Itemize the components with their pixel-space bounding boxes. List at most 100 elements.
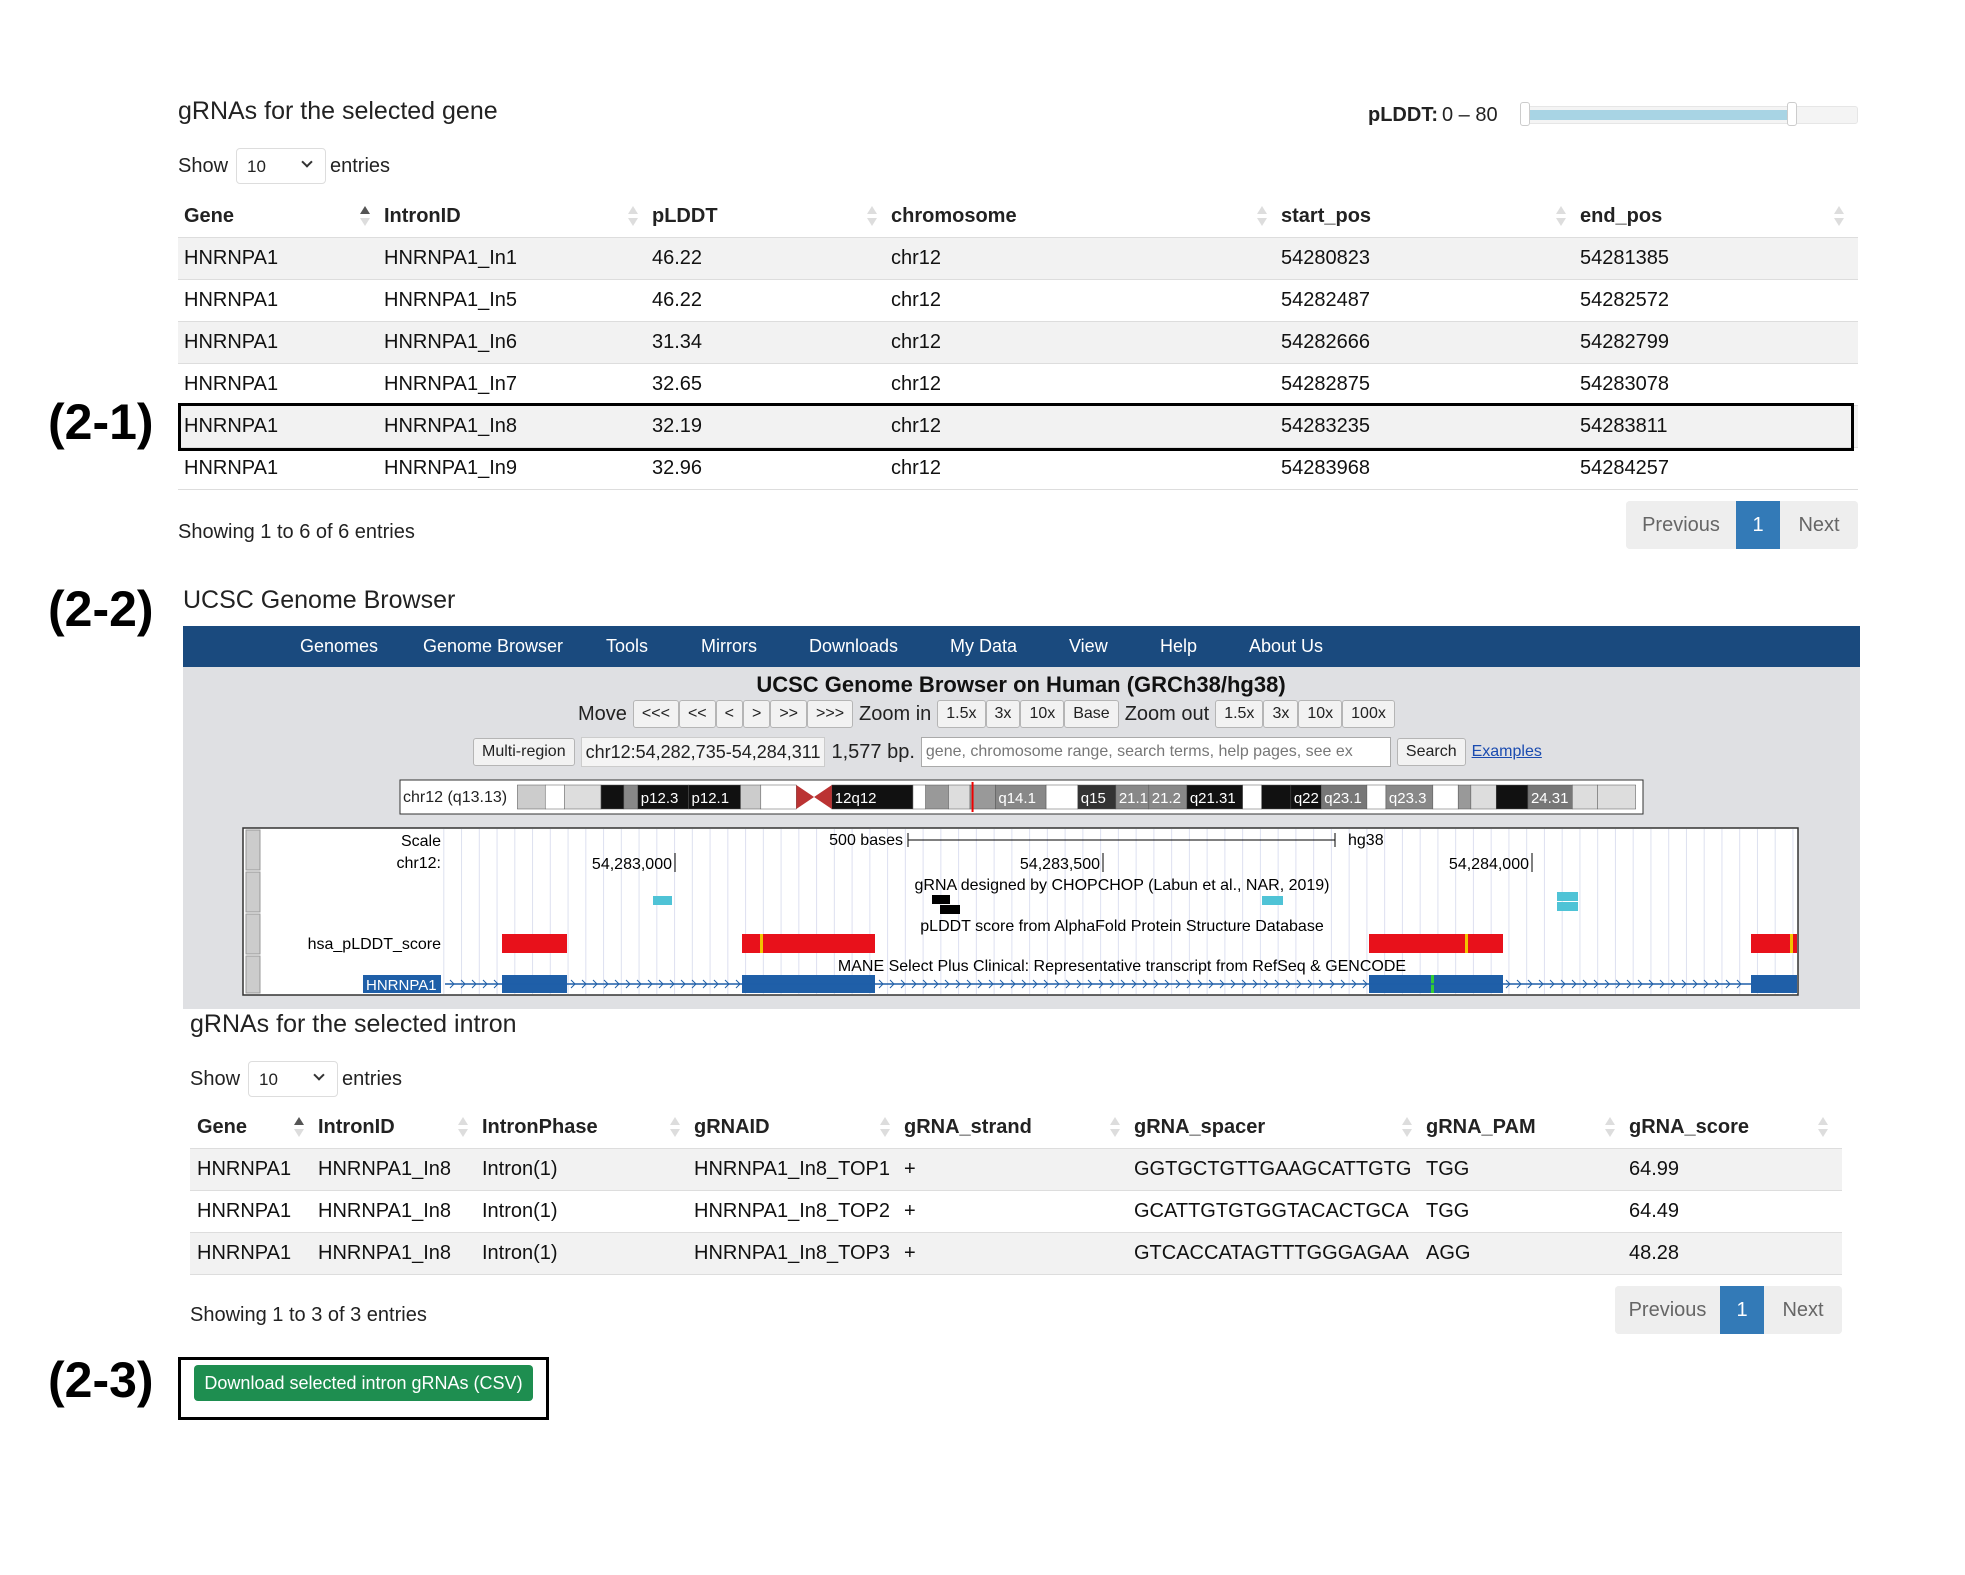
table-cell: HNRNPA1_In8 — [318, 1242, 452, 1264]
sort-up[interactable] — [1110, 1117, 1120, 1125]
page-button[interactable]: Previous — [1615, 1286, 1720, 1334]
nav-item[interactable]: Mirrors — [701, 636, 757, 656]
sort-down[interactable] — [867, 218, 877, 226]
nav-item[interactable]: My Data — [950, 636, 1018, 656]
sort-up[interactable] — [670, 1117, 680, 1125]
move-button[interactable]: > — [742, 700, 771, 728]
column-header[interactable]: gRNA_spacer — [1134, 1116, 1266, 1138]
sort-up[interactable] — [1257, 206, 1267, 214]
column-header[interactable]: end_pos — [1580, 205, 1663, 227]
table-cell: + — [904, 1158, 916, 1180]
page-button[interactable]: Next — [1780, 501, 1858, 549]
search-button[interactable]: Search — [1396, 738, 1466, 766]
sort-up[interactable] — [628, 206, 638, 214]
sort-down[interactable] — [1110, 1129, 1120, 1137]
entries-label: entries — [330, 155, 391, 177]
page-button[interactable]: Previous — [1626, 501, 1736, 549]
slider-handle[interactable] — [1520, 102, 1530, 126]
table-cell: + — [904, 1200, 916, 1222]
nav-item[interactable]: Tools — [606, 636, 649, 656]
table-row — [190, 1148, 1842, 1190]
table-cell: 54283811 — [1580, 415, 1668, 437]
page-length-value[interactable]: 10 — [259, 1070, 278, 1089]
zoom-in-button[interactable]: Base — [1064, 700, 1119, 728]
slider-fill[interactable] — [1528, 110, 1792, 120]
column-header[interactable]: IntronID — [318, 1116, 395, 1138]
page-button[interactable]: Next — [1764, 1286, 1842, 1334]
column-header[interactable]: gRNA_PAM — [1426, 1116, 1536, 1138]
download-button[interactable]: Download selected intron gRNAs (CSV) — [194, 1365, 533, 1401]
column-header[interactable]: gRNAID — [694, 1116, 770, 1138]
nav-item[interactable]: Help — [1160, 636, 1198, 656]
table-cell: + — [904, 1242, 916, 1264]
sort-up[interactable] — [360, 206, 370, 214]
sort-up[interactable] — [458, 1117, 468, 1125]
nav-item[interactable]: View — [1069, 636, 1108, 656]
title: gRNAs for the selected gene — [178, 97, 498, 125]
multi-region-button[interactable]: Multi-region — [473, 738, 575, 766]
move-button[interactable]: >> — [770, 700, 807, 728]
zoom-in-button[interactable]: 1.5x — [937, 700, 986, 728]
sort-down[interactable] — [670, 1129, 680, 1137]
sort-down[interactable] — [1402, 1129, 1412, 1137]
table-cell: HNRNPA1 — [197, 1242, 292, 1264]
table-cell: HNRNPA1 — [184, 289, 279, 311]
move-button[interactable]: <<< — [632, 700, 679, 728]
zoom-out-button[interactable]: 10x — [1298, 700, 1343, 728]
sort-down[interactable] — [458, 1129, 468, 1137]
nav-item[interactable]: Genome Browser — [423, 636, 564, 656]
sort-up[interactable] — [867, 206, 877, 214]
nav-item[interactable]: Genomes — [300, 636, 379, 656]
column-header[interactable]: gRNA_score — [1629, 1116, 1750, 1138]
sort-up[interactable] — [1556, 206, 1566, 214]
column-header[interactable]: Gene — [184, 205, 235, 227]
sort-down[interactable] — [1818, 1129, 1828, 1137]
chevron[interactable] — [313, 1069, 325, 1081]
sort-down[interactable] — [294, 1129, 304, 1137]
column-header[interactable]: start_pos — [1281, 205, 1372, 227]
zoom-out-button[interactable]: 100x — [1342, 700, 1395, 728]
search-input[interactable]: gene, chromosome range, search terms, he… — [920, 737, 1391, 767]
sort-up[interactable] — [1834, 206, 1844, 214]
sort-down[interactable] — [1834, 218, 1844, 226]
sort-down[interactable] — [1257, 218, 1267, 226]
title: gRNAs for the selected intron — [190, 1010, 517, 1038]
sort-down[interactable] — [360, 218, 370, 226]
sort-down[interactable] — [880, 1129, 890, 1137]
table-cell: 54282666 — [1281, 331, 1370, 353]
page-button[interactable]: 1 — [1736, 501, 1780, 549]
slider-handle[interactable] — [1787, 102, 1797, 126]
column-header[interactable]: IntronID — [384, 205, 461, 227]
sort-up[interactable] — [1402, 1117, 1412, 1125]
sort-up[interactable] — [294, 1117, 304, 1125]
move-button[interactable]: << — [678, 700, 716, 728]
column-header[interactable]: IntronPhase — [482, 1116, 598, 1138]
page-button[interactable]: 1 — [1720, 1286, 1764, 1334]
zoom-out-button[interactable]: 3x — [1263, 700, 1299, 728]
chevron[interactable] — [301, 156, 313, 168]
nav-item[interactable]: About Us — [1249, 636, 1324, 656]
examples-link[interactable]: Examples — [1471, 743, 1542, 760]
sort-up[interactable] — [1818, 1117, 1828, 1125]
column-header[interactable]: Gene — [197, 1116, 248, 1138]
page-length-value[interactable]: 10 — [247, 157, 266, 176]
zoom-in-button[interactable]: 10x — [1020, 700, 1065, 728]
column-header[interactable]: gRNA_strand — [904, 1116, 1032, 1138]
sort-down[interactable] — [628, 218, 638, 226]
column-header[interactable]: chromosome — [891, 205, 1017, 227]
zoom-in-button[interactable]: 3x — [985, 700, 1021, 728]
move-button[interactable]: >>> — [807, 700, 854, 728]
nav-item[interactable]: Downloads — [809, 636, 899, 656]
table-cell: GGTGCTGTTGAAGCATTGTG — [1134, 1158, 1412, 1180]
entries-label: entries — [342, 1068, 403, 1090]
sort-up[interactable] — [1605, 1117, 1615, 1125]
sort-down[interactable] — [1605, 1129, 1615, 1137]
sort-down[interactable] — [1556, 218, 1566, 226]
move-label: Move — [578, 703, 627, 725]
page-length-select[interactable]: 10 — [248, 1061, 338, 1097]
page-length-select[interactable]: 10 — [236, 148, 326, 184]
zoom-out-button[interactable]: 1.5x — [1215, 700, 1264, 728]
column-header[interactable]: pLDDT — [652, 205, 718, 227]
sort-up[interactable] — [880, 1117, 890, 1125]
move-button[interactable]: < — [715, 700, 743, 728]
